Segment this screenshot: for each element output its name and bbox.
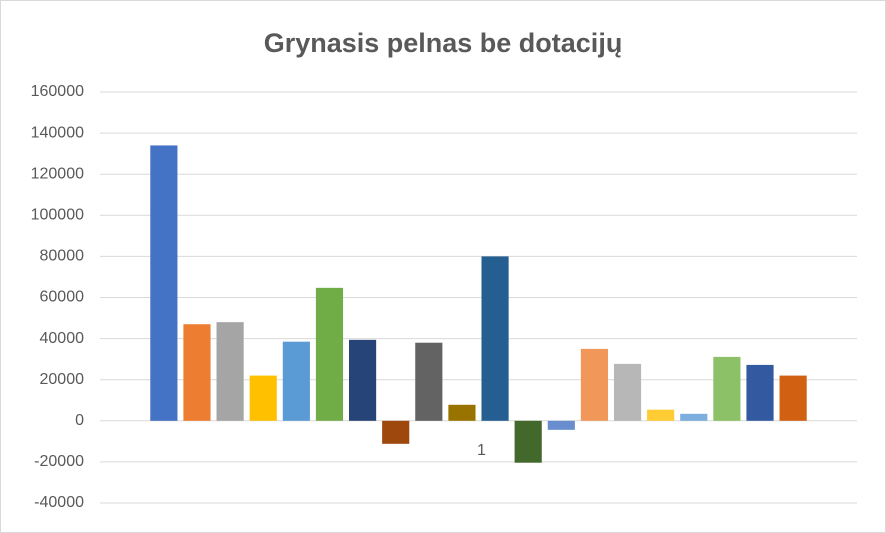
bar [547,420,575,430]
y-tick-label: 20000 [40,371,85,388]
y-tick-label: -20000 [34,453,84,470]
y-tick-label: 40000 [40,330,85,347]
bar [249,375,277,421]
bar [514,420,542,463]
bar [282,341,310,421]
y-tick-label: 120000 [31,165,84,182]
bar [216,322,244,421]
y-tick-label: 160000 [31,83,84,100]
y-tick-label: 0 [75,412,84,429]
x-tick-label: 1 [477,442,486,459]
bar [746,364,774,421]
bar [315,287,344,421]
bar [680,413,708,421]
bar [779,375,807,421]
bar [613,363,642,421]
bar [415,342,443,421]
y-tick-label: 100000 [31,207,84,224]
y-tick-label: 140000 [31,124,84,141]
chart-title: Grynasis pelnas be dotacijų [264,28,623,58]
bar [580,348,608,421]
y-tick-label: 80000 [40,248,85,265]
bar [713,356,741,421]
bar [448,404,476,421]
bar [349,339,377,421]
bar [382,420,410,444]
bar [647,409,675,421]
y-tick-label: 60000 [40,289,85,306]
bar [481,256,509,421]
y-tick-label: -40000 [34,494,84,511]
bar [150,145,178,421]
bar [183,324,211,421]
